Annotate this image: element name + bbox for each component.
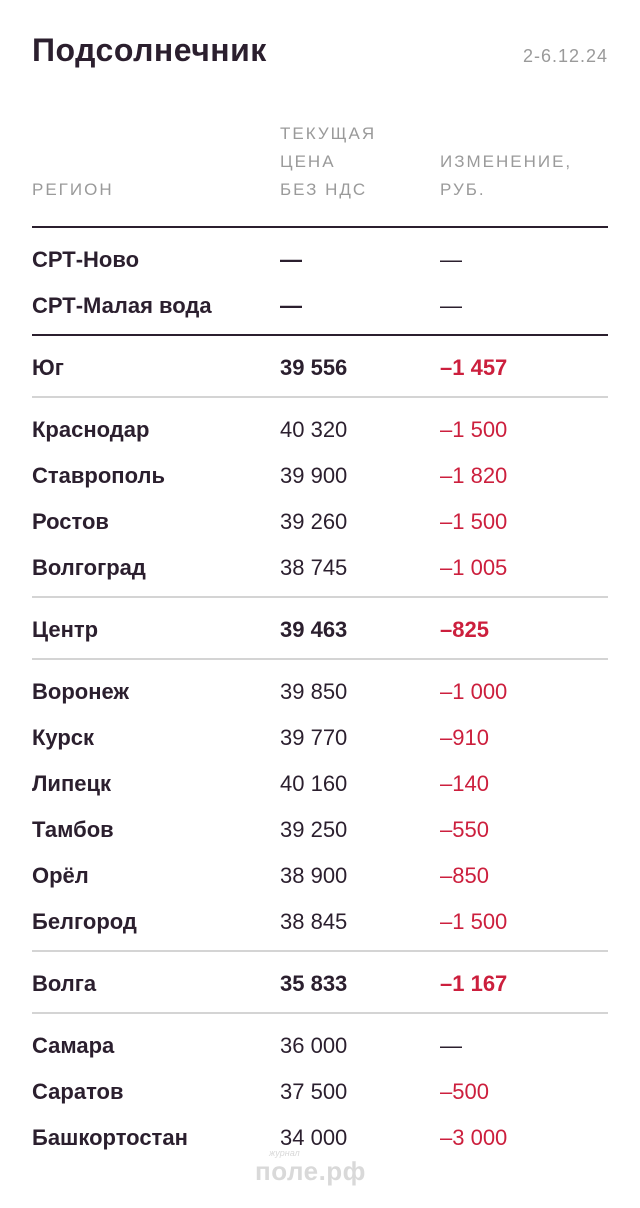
watermark-small-text: журнал <box>269 1148 300 1158</box>
table-row-summary: Центр 39 463 –825 <box>0 615 640 645</box>
table-row: Волгоград 38 745 –1 005 <box>0 553 640 583</box>
region-name: Краснодар <box>32 417 150 442</box>
column-header-price: ТЕКУЩАЯ ЦЕНА БЕЗ НДС <box>280 124 377 199</box>
change-value: –500 <box>440 1079 489 1104</box>
table-row: Тамбов 39 250 –550 <box>0 815 640 845</box>
change-value: –1 000 <box>440 679 508 704</box>
price-value: 38 900 <box>280 863 348 888</box>
region-name: Орёл <box>32 863 89 888</box>
price-value: 38 745 <box>280 555 348 580</box>
price-value: 36 000 <box>280 1033 348 1058</box>
date-range: 2-6.12.24 <box>522 46 608 66</box>
region-name: Саратов <box>32 1079 124 1104</box>
price-value: 39 463 <box>280 617 348 642</box>
header-divider <box>32 226 608 228</box>
table-row-summary: Волга 35 833 –1 167 <box>0 969 640 999</box>
column-header-region: РЕГИОН <box>32 180 114 199</box>
region-name: Ставрополь <box>32 463 165 488</box>
table-row: Ростов 39 260 –1 500 <box>0 507 640 537</box>
region-name: Башкортостан <box>32 1125 188 1150</box>
change-value: –1 167 <box>440 971 508 996</box>
column-header-change: ИЗМЕНЕНИЕ, РУБ. <box>440 152 573 199</box>
region-name: Белгород <box>32 909 137 934</box>
region-name: Волга <box>32 971 97 996</box>
change-value: — <box>440 293 462 318</box>
change-value: –910 <box>440 725 489 750</box>
region-name: Волгоград <box>32 555 146 580</box>
price-value: 39 770 <box>280 725 348 750</box>
region-name: Ростов <box>32 509 109 534</box>
price-value: 40 160 <box>280 771 348 796</box>
change-value: –550 <box>440 817 489 842</box>
price-value: 39 250 <box>280 817 348 842</box>
table-row: Саратов 37 500 –500 <box>0 1077 640 1107</box>
table-row: Курск 39 770 –910 <box>0 723 640 753</box>
region-name: Юг <box>32 355 64 380</box>
price-value: 39 850 <box>280 679 348 704</box>
region-name: СРТ-Малая вода <box>32 293 212 318</box>
price-value: 39 900 <box>280 463 348 488</box>
table-row: Башкортостан 34 000 –3 000 <box>0 1123 640 1153</box>
region-name: Самара <box>32 1033 115 1058</box>
table-row: Белгород 38 845 –1 500 <box>0 907 640 937</box>
price-value: 39 556 <box>280 355 348 380</box>
change-value: –3 000 <box>440 1125 508 1150</box>
region-name: Липецк <box>32 771 112 796</box>
region-name: СРТ-Ново <box>32 247 140 272</box>
price-value: — <box>280 247 302 272</box>
watermark-text: поле.рф <box>255 1156 366 1186</box>
change-value: –1 500 <box>440 417 508 442</box>
price-value: 40 320 <box>280 417 348 442</box>
change-value: –825 <box>440 617 489 642</box>
table-row-summary: Юг 39 556 –1 457 <box>0 353 640 383</box>
region-name: Курск <box>32 725 95 750</box>
region-name: Воронеж <box>32 679 130 704</box>
change-value: –1 500 <box>440 509 508 534</box>
change-value: –1 500 <box>440 909 508 934</box>
section-divider <box>32 396 608 398</box>
section-divider <box>32 1012 608 1014</box>
price-value: 39 260 <box>280 509 348 534</box>
page-title: Подсолнечник <box>32 32 267 68</box>
price-value: — <box>280 293 302 318</box>
price-value: 35 833 <box>280 971 348 996</box>
price-value: 38 845 <box>280 909 348 934</box>
table-row: Самара 36 000 — <box>0 1031 640 1061</box>
change-value: –140 <box>440 771 489 796</box>
table-row: Липецк 40 160 –140 <box>0 769 640 799</box>
section-divider <box>32 334 608 336</box>
price-value: 37 500 <box>280 1079 348 1104</box>
change-value: — <box>440 1033 462 1058</box>
change-value: — <box>440 247 462 272</box>
table-row: Краснодар 40 320 –1 500 <box>0 415 640 445</box>
region-name: Центр <box>32 617 99 642</box>
table-row: Орёл 38 900 –850 <box>0 861 640 891</box>
table-row: Ставрополь 39 900 –1 820 <box>0 461 640 491</box>
change-value: –850 <box>440 863 489 888</box>
table-row: Воронеж 39 850 –1 000 <box>0 677 640 707</box>
change-value: –1 820 <box>440 463 508 488</box>
region-name: Тамбов <box>32 817 114 842</box>
change-value: –1 005 <box>440 555 508 580</box>
change-value: –1 457 <box>440 355 508 380</box>
price-value: 34 000 <box>280 1125 348 1150</box>
table-row: СРТ-Ново — — <box>0 245 640 275</box>
table-row: СРТ-Малая вода — — <box>0 291 640 321</box>
section-divider <box>32 658 608 660</box>
section-divider <box>32 950 608 952</box>
section-divider <box>32 596 608 598</box>
